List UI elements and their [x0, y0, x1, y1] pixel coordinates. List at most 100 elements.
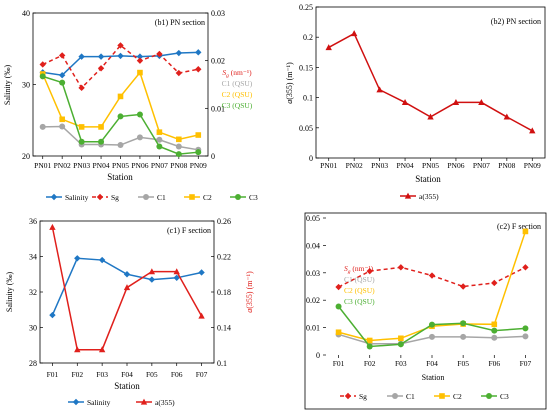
c2-legend-label: Sg — [359, 392, 367, 401]
c1-legend-marker — [72, 398, 80, 406]
c1-point-a355 — [123, 284, 131, 291]
b1-point-c3 — [98, 138, 105, 145]
c1-point-a355 — [98, 346, 106, 353]
b1-xlabel: Station — [107, 172, 133, 182]
c1-ylabel: Salinity (‰) — [5, 272, 14, 313]
b1-point-c3 — [59, 79, 66, 86]
b2-xtick-label: PN04 — [397, 161, 414, 170]
b1-ytick-label: 20 — [22, 152, 30, 161]
b1-point-c3 — [156, 143, 163, 150]
c1-point-a355 — [198, 312, 205, 319]
c2-legend-marker — [344, 392, 352, 400]
b1-right-axis: 0 0.01 0.02 0.03 — [205, 9, 225, 161]
b1-xtick-label: PN01 — [34, 161, 51, 170]
panel-b2: (b2) PN section 0 0.05 0.1 0.15 0.2 0.25 PN01… — [285, 3, 546, 201]
c2-label-c1: C1 (QSU) — [344, 275, 375, 284]
b1-point-sg — [58, 52, 66, 59]
c2-x-axis: F01 F02 F03 F04 F05 F06 F07 — [333, 355, 532, 368]
b2-ylabel: a(355) (m⁻¹) — [285, 62, 294, 104]
b2-xtick-label: PN02 — [346, 161, 363, 170]
b2-point-a355 — [401, 99, 409, 106]
c2-point-c2 — [398, 335, 404, 342]
b1-inline-labels: Sg (nm⁻¹) C1 (QSU) C2 (QSU) C3 (QSU) — [222, 68, 253, 110]
b1-point-c2 — [98, 124, 104, 130]
b2-legend: a(355) — [400, 192, 439, 201]
c1-series-group — [49, 223, 205, 353]
b1-xtick-label: PN02 — [54, 161, 71, 170]
b2-xtick-label: PN08 — [498, 161, 515, 170]
b1-legend-marker — [96, 193, 104, 201]
c1-point-salinity — [198, 269, 205, 276]
b1-xtick-label: PN04 — [93, 161, 110, 170]
c1-ytick-label: 36 — [29, 217, 37, 226]
panel-b1: (b1) PN section 20 30 40 0 0.01 0.02 0.03 PN0… — [3, 9, 258, 202]
c2-point-c3 — [366, 343, 373, 350]
b1-legend: Salinity Sg C1 C2 C3 — [46, 193, 258, 202]
c1-xtick-label: F05 — [146, 370, 158, 379]
c2-series-group — [335, 228, 529, 350]
b1-point-c1 — [39, 123, 46, 130]
b1-legend-marker — [50, 193, 58, 201]
b1-legend-marker — [189, 194, 195, 200]
b1-label-sg: Sg (nm⁻¹) — [222, 68, 252, 79]
c2-point-sg — [428, 272, 436, 279]
c2-ytick-label: 0 — [316, 351, 320, 360]
b1-y2tick-label: 0.03 — [211, 9, 225, 18]
b2-left-axis: 0 0.05 0.1 0.15 0.2 0.25 — [299, 3, 319, 163]
c1-y2tick-label: 0.26 — [217, 217, 231, 226]
c2-point-c1 — [522, 333, 529, 340]
c1-y2tick-label: 0.22 — [217, 253, 231, 262]
b2-xtick-label: PN06 — [447, 161, 464, 170]
b1-ytick-label: 40 — [22, 9, 30, 18]
b2-ytick-label: 0.15 — [299, 63, 313, 72]
c2-label-c3: C3 (QSU) — [344, 297, 375, 306]
b1-point-c1 — [59, 123, 66, 130]
b1-label-c2: C2 (QSU) — [222, 90, 253, 99]
b2-ytick-label: 0 — [309, 154, 313, 163]
b1-legend-label: C2 — [203, 193, 212, 202]
b1-x-axis: PN01 PN02 PN03 PN04 PN05 PN06 PN07 PN08 PN09 — [34, 156, 207, 170]
b1-legend-label: Salinity — [65, 193, 89, 202]
c2-point-sg — [491, 279, 498, 287]
b1-ytick-label: 30 — [22, 81, 30, 90]
b2-ytick-label: 0.1 — [303, 94, 313, 103]
c2-point-c2 — [366, 337, 373, 344]
c2-inline-labels: Sg (nm⁻¹) C1 (QSU) C2 (QSU) C3 (QSU) — [344, 264, 375, 306]
b1-point-c2 — [78, 124, 85, 130]
c1-legend-label: a(355) — [155, 398, 175, 407]
b1-point-c2 — [137, 69, 143, 76]
c1-legend-label: Salinity — [87, 398, 111, 407]
c2-point-c1 — [460, 333, 467, 340]
b1-series-line-sg — [42, 44, 199, 90]
c1-xtick-label: F01 — [47, 370, 59, 379]
c2-point-sg — [459, 283, 467, 290]
c2-xtick-label: F04 — [426, 359, 438, 368]
b2-xlabel: Station — [415, 174, 441, 184]
b2-legend-marker — [404, 192, 412, 199]
b2-xtick-label: PN01 — [320, 161, 337, 170]
c2-xtick-label: F02 — [364, 359, 376, 368]
b2-title: (b2) PN section — [491, 17, 541, 26]
b1-point-sg — [78, 84, 85, 92]
b1-point-salinity — [175, 49, 183, 57]
b1-point-sg — [156, 50, 163, 58]
b1-point-salinity — [78, 53, 85, 60]
c1-xtick-label: F06 — [171, 370, 183, 379]
c1-ytick-label: 34 — [29, 253, 37, 262]
b2-xtick-label: PN05 — [422, 161, 439, 170]
c2-legend: Sg C1 C2 C3 — [340, 392, 509, 401]
b1-point-c3 — [117, 113, 124, 120]
c1-point-a355 — [173, 268, 180, 275]
b1-xtick-label: PN06 — [131, 161, 148, 170]
c1-point-salinity — [74, 255, 81, 262]
c1-y2label: a(355) (m⁻¹) — [245, 271, 254, 313]
c2-point-c1 — [429, 333, 435, 340]
c2-point-c3 — [335, 303, 342, 310]
b2-ytick-label: 0.25 — [299, 3, 313, 12]
panel-c1: (c1) F section 28 30 32 34 36 0.1 0.14 0.18 0.2… — [5, 217, 254, 407]
b1-title: (b1) PN section — [155, 18, 205, 27]
c1-x-axis: F01 F02 F03 F04 F05 F06 F07 — [47, 363, 208, 379]
c1-xtick-label: F02 — [71, 370, 83, 379]
